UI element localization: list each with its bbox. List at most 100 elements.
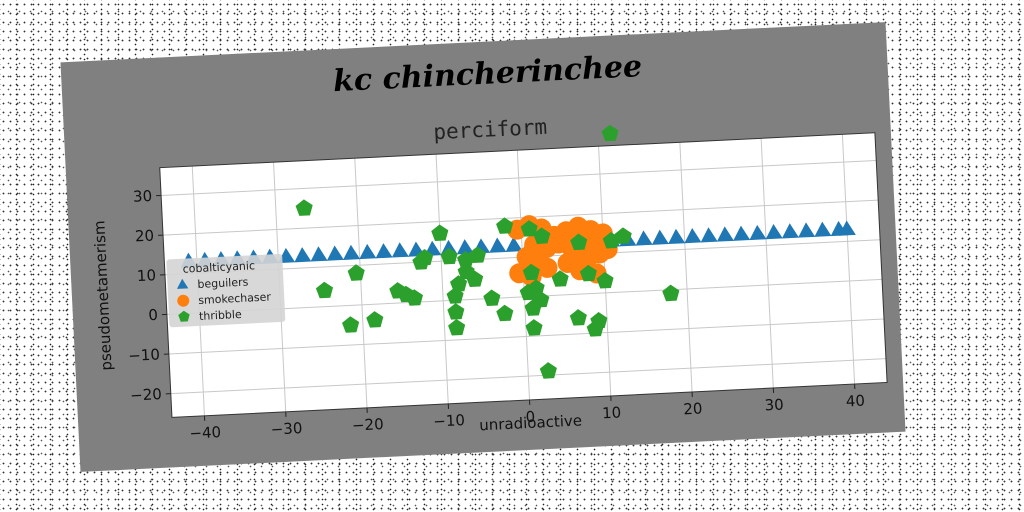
- thribble-point: [483, 289, 501, 306]
- grid-line-x: [679, 142, 693, 392]
- thribble-point: [315, 281, 334, 299]
- beguilers-point: [326, 245, 344, 261]
- beguilers-point: [765, 224, 783, 240]
- thribble-point: [569, 309, 587, 326]
- legend-marker-thribble: [178, 310, 190, 322]
- thribble-point: [440, 247, 458, 265]
- legend-label-beguilers: beguilers: [197, 276, 249, 291]
- grid-line-y: [168, 318, 885, 355]
- legend-label-smokechaser: smokechaser: [198, 290, 272, 307]
- x-tick-label: 10: [602, 403, 622, 422]
- beguilers-point: [733, 225, 751, 241]
- beguilers-point: [456, 239, 474, 255]
- y-tick-label: 10: [136, 266, 156, 285]
- thribble-point: [601, 124, 619, 142]
- x-tick-label: −10: [433, 411, 465, 431]
- thribble-point: [586, 320, 604, 337]
- thribble-point: [596, 272, 614, 289]
- beguilers-point: [798, 222, 816, 238]
- thribble-point: [342, 316, 360, 333]
- beguilers-point: [838, 220, 856, 236]
- smokechaser-point: [537, 257, 558, 278]
- x-tick-label: −30: [270, 419, 302, 439]
- beguilers-point: [489, 237, 507, 253]
- thribble-point: [347, 264, 365, 281]
- chart-figure: kc chincherinchee perciform −40 −30 −20 −10…: [60, 22, 906, 472]
- plot-frame: [159, 132, 888, 418]
- beguilers-point: [651, 229, 669, 245]
- thribble-point: [524, 299, 542, 316]
- beguilers-point: [294, 247, 312, 263]
- legend-marker-smokechaser: [177, 294, 190, 307]
- beguilers-point: [343, 244, 361, 260]
- grid-line-y: [170, 358, 886, 395]
- grid-line-x: [760, 138, 774, 389]
- y-tick-label: 30: [133, 187, 153, 206]
- beguilers-point: [391, 242, 409, 258]
- beguilers-point: [716, 226, 734, 242]
- thribble-point: [366, 311, 384, 328]
- y-axis-label: pseudometamerism: [90, 220, 115, 371]
- thribble-point: [579, 264, 597, 282]
- thribble-point: [405, 289, 423, 306]
- beguilers-point: [668, 228, 686, 245]
- grid-line-x: [841, 134, 856, 385]
- x-tick-label: −40: [189, 423, 221, 443]
- thribble-point: [522, 263, 540, 281]
- thribble-point: [447, 303, 465, 320]
- legend-label-thribble: thribble: [199, 308, 242, 323]
- thribble-point: [468, 246, 487, 263]
- thribble-point: [496, 304, 514, 322]
- y-tick-label: −10: [128, 345, 160, 365]
- scatter-chart: kc chincherinchee perciform −40 −30 −20 −10…: [90, 49, 888, 443]
- thribble-point: [496, 217, 514, 234]
- y-tick-label: 0: [148, 306, 158, 324]
- thribble-point: [570, 233, 588, 251]
- thribble-point: [539, 362, 557, 379]
- beguilers-point: [749, 224, 767, 241]
- beguilers-point: [635, 230, 653, 246]
- x-tick-label: 40: [845, 392, 865, 411]
- beguilers-point: [310, 246, 328, 262]
- thribble-point: [614, 227, 632, 244]
- grid-line-y: [163, 199, 879, 236]
- legend-title: cobalticyanic: [182, 259, 255, 276]
- data-marks: [180, 124, 856, 379]
- thribble-point: [533, 227, 551, 244]
- thribble-point: [295, 199, 313, 216]
- smokechaser-point: [589, 243, 610, 264]
- x-tick-label: 0: [525, 408, 535, 426]
- axis-ticks: −40 −30 −20 −10 0 10 20 30 40 −20 −10 0 10 20 30: [128, 187, 866, 443]
- grid-line-y: [161, 159, 877, 196]
- thribble-point: [520, 220, 538, 237]
- beguilers-point: [375, 243, 393, 259]
- thribble-point: [412, 253, 430, 270]
- thribble-point: [662, 284, 680, 302]
- thribble-point: [525, 319, 543, 336]
- chart-suptitle: kc chincherinchee: [332, 49, 643, 99]
- legend-marker-beguilers: [176, 278, 189, 289]
- beguilers-point: [781, 223, 799, 239]
- beguilers-point: [359, 243, 377, 260]
- grid-line-x: [354, 158, 368, 408]
- x-tick-label: 30: [764, 396, 784, 415]
- y-tick-label: −20: [130, 385, 162, 405]
- grid-line-x: [435, 154, 449, 404]
- thribble-point: [446, 287, 464, 304]
- thribble-point: [551, 270, 569, 287]
- thribble-point: [448, 318, 466, 336]
- x-tick-label: −20: [352, 415, 384, 435]
- x-axis-label: unradioactive: [479, 411, 583, 434]
- beguilers-point: [505, 236, 523, 252]
- chart-title: perciform: [433, 115, 548, 145]
- legend-box: [166, 253, 286, 328]
- thribble-point: [431, 224, 449, 241]
- beguilers-point: [684, 227, 702, 244]
- x-tick-label: 20: [683, 399, 703, 418]
- thribble-point: [466, 270, 484, 287]
- y-tick-label: 20: [135, 227, 155, 246]
- legend: cobalticyanic beguilerssmokechaserthribb…: [166, 253, 286, 328]
- beguilers-point: [814, 221, 832, 237]
- beguilers-point: [700, 227, 718, 243]
